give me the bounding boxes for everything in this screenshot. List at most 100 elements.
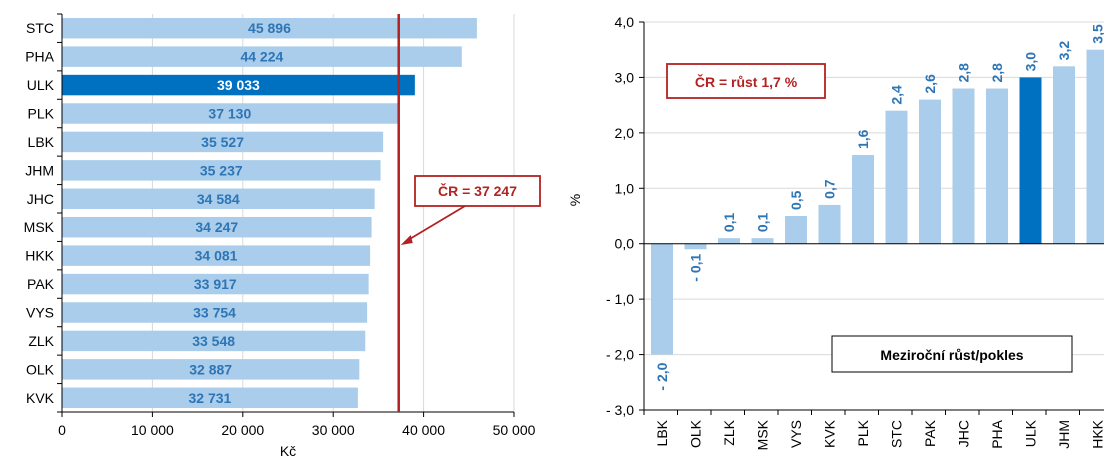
bar-msk <box>751 238 774 244</box>
left-chart-wages-by-region: 0 10 000 20 000 30 000 40 000 50 000 Kč STC 45 8… <box>24 13 541 459</box>
category-label: LBK <box>28 134 55 150</box>
bar-value-label: 33 754 <box>193 305 236 321</box>
category-label: STC <box>889 420 905 448</box>
category-label: VYS <box>26 305 54 321</box>
bar-msk <box>62 216 372 238</box>
category-label: HKK <box>1090 419 1104 448</box>
annotation-label: ČR = růst 1,7 % <box>695 73 798 90</box>
bar-value-label: 2,8 <box>956 63 972 83</box>
category-label: ULK <box>1023 419 1039 447</box>
bar-value-label: 37 130 <box>208 106 251 122</box>
bar-value-label: - 2,0 <box>654 362 670 390</box>
bar-hkk <box>62 245 371 266</box>
category-label: KVK <box>822 419 838 448</box>
bar-value-label: 0,5 <box>788 190 804 210</box>
reference-label: ČR = 37 247 <box>438 182 517 199</box>
bar-value-label: 3,2 <box>1056 41 1072 61</box>
bar-kvk <box>818 204 841 244</box>
annotation-box <box>666 63 826 99</box>
bar-ulk <box>1019 77 1042 244</box>
bar-pha <box>986 88 1008 244</box>
bar-zlk <box>718 238 740 244</box>
y-tick-label: 0,0 <box>615 236 635 252</box>
y-tick-label: - 2,0 <box>606 347 634 363</box>
bar-plk <box>62 103 398 124</box>
bar-pak <box>62 273 369 295</box>
bar-value-label: 33 917 <box>194 276 237 292</box>
reference-label-box <box>414 175 541 207</box>
y-tick-label: 1,0 <box>615 180 635 196</box>
category-label: MSK <box>755 419 771 450</box>
bar-stc <box>62 17 477 39</box>
category-label: JHM <box>1056 420 1072 449</box>
bar-pak <box>919 99 941 244</box>
bar-plk <box>852 155 874 244</box>
bar-value-label: 39 033 <box>217 77 260 93</box>
x-axis-label: Kč <box>280 443 296 459</box>
bar-hkk <box>1086 49 1104 244</box>
bar-value-label: 34 247 <box>195 219 238 235</box>
x-tick-label: 10 000 <box>131 422 174 438</box>
category-label: OLK <box>688 419 704 448</box>
legend-box <box>831 335 1073 373</box>
category-label: OLK <box>26 361 55 377</box>
bar-value-label: 44 224 <box>240 49 283 65</box>
bar-jhm <box>62 160 381 181</box>
right-chart-yearly-growth: - 3,0 - 2,0 - 1,0 0,0 1,0 2,0 3,0 4,0% LBK - 2,0 O… <box>567 14 1104 450</box>
bar-value-label: 2,8 <box>989 63 1005 83</box>
bar-value-label: 32 887 <box>189 361 232 377</box>
bar-value-label: 32 731 <box>189 390 232 406</box>
bar-value-label: 0,1 <box>755 212 771 232</box>
reference-arrow-line <box>404 205 466 243</box>
bar-vys <box>785 216 807 244</box>
y-tick-label: - 3,0 <box>606 402 634 418</box>
bar-value-label: 0,1 <box>721 212 737 232</box>
bar-stc <box>885 110 908 244</box>
category-label: JHC <box>27 191 54 207</box>
category-label: KVK <box>26 390 55 406</box>
bar-olk <box>62 359 360 380</box>
bar-jhc <box>952 88 975 244</box>
bar-value-label: 3,0 <box>1023 52 1039 72</box>
bar-value-label: - 0,1 <box>688 254 704 282</box>
bar-value-label: 34 081 <box>195 248 238 264</box>
bar-zlk <box>62 330 366 352</box>
bar-lbk <box>651 243 673 355</box>
y-tick-label: - 1,0 <box>606 291 634 307</box>
bar-value-label: 2,6 <box>922 74 938 94</box>
legend-label: Meziroční růst/pokles <box>880 347 1023 363</box>
category-label: JHM <box>25 162 54 178</box>
category-label: PAK <box>922 419 938 447</box>
bar-value-label: 3,5 <box>1090 24 1104 44</box>
bar-vys <box>62 302 368 323</box>
category-label: ULK <box>27 77 55 93</box>
category-label: ZLK <box>28 333 54 349</box>
bar-value-label: 45 896 <box>248 20 291 36</box>
bar-value-label: 0,7 <box>822 179 838 199</box>
bar-value-label: 34 584 <box>197 191 240 207</box>
category-label: PAK <box>27 276 55 292</box>
bar-jhm <box>1053 66 1075 244</box>
bar-jhc <box>62 188 375 210</box>
category-label: PLK <box>28 106 55 122</box>
category-label: LBK <box>654 419 670 446</box>
category-label: ZLK <box>721 419 737 445</box>
category-label: PHA <box>25 49 54 65</box>
x-tick-label: 40 000 <box>402 422 445 438</box>
x-tick-label: 30 000 <box>312 422 355 438</box>
reference-arrowhead <box>400 235 413 245</box>
bar-value-label: 1,6 <box>855 129 871 149</box>
x-tick-label: 20 000 <box>221 422 264 438</box>
bar-ulk <box>62 74 415 96</box>
bar-kvk <box>62 387 358 409</box>
category-label: PHA <box>989 419 1005 448</box>
y-tick-label: 3,0 <box>615 69 635 85</box>
category-label: HKK <box>25 248 54 264</box>
bar-value-label: 35 527 <box>201 134 244 150</box>
bar-pha <box>62 46 462 67</box>
category-label: PLK <box>855 419 871 446</box>
bar-value-label: 33 548 <box>192 333 235 349</box>
bar-value-label: 2,4 <box>889 85 905 105</box>
bar-lbk <box>62 131 384 153</box>
